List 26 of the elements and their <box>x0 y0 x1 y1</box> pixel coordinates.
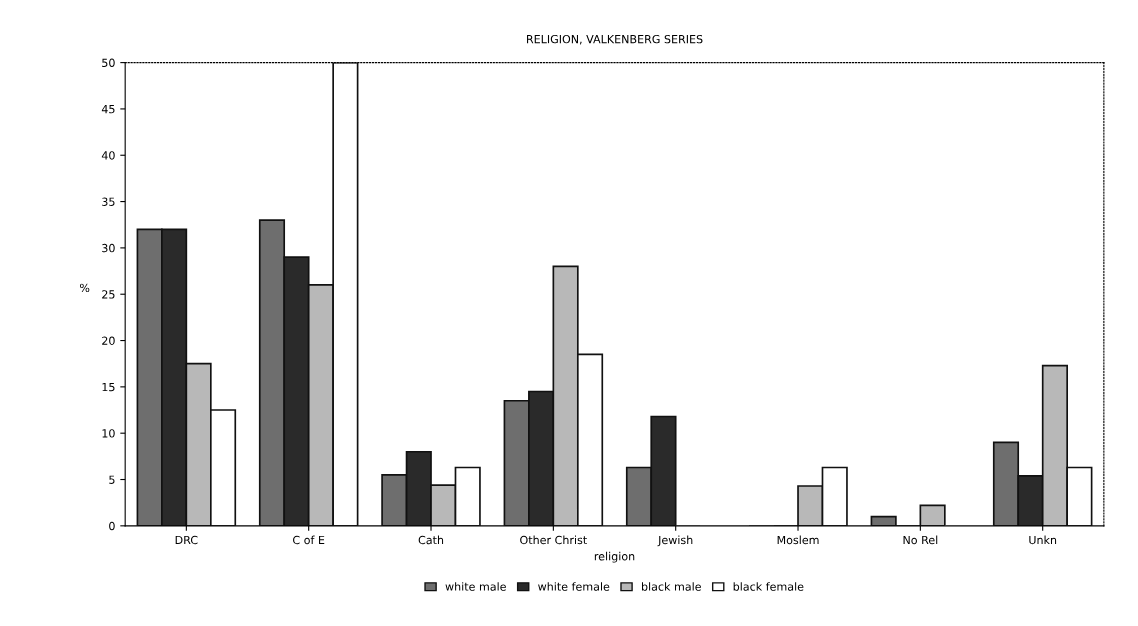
legend-label: black female <box>733 582 804 591</box>
y-axis-title: % <box>79 283 90 293</box>
x-tick-label: Cath <box>418 535 444 545</box>
y-tick-label: 35 <box>102 197 115 206</box>
x-tick-label: C of E <box>293 535 325 545</box>
y-tick-label: 30 <box>102 243 115 253</box>
x-tick-label: Other Christ <box>520 535 587 545</box>
legend-label: white male <box>445 582 506 591</box>
y-tick-label: 0 <box>109 521 115 531</box>
y-tick-label: 40 <box>101 151 115 160</box>
x-tick-label: Unkn <box>1029 535 1057 545</box>
y-tick-label: 20 <box>102 336 115 345</box>
x-tick-label: DRC <box>175 535 198 545</box>
y-tick-label: 15 <box>102 382 115 392</box>
y-tick-label: 5 <box>109 475 115 484</box>
y-tick-label: 25 <box>102 290 115 299</box>
y-tick-label: 45 <box>101 105 115 114</box>
y-tick-label: 50 <box>102 58 115 67</box>
chart-title: RELIGION, VALKENBERG SERIES <box>527 34 703 45</box>
x-tick-label: Jewish <box>657 535 693 547</box>
x-tick-label: No Rel <box>903 535 938 545</box>
legend-label: white female <box>538 582 610 591</box>
x-tick-label: Moslem <box>777 535 819 545</box>
legend-label: black male <box>642 582 701 591</box>
x-axis-title: religion <box>594 551 635 563</box>
y-tick-label: 10 <box>102 429 115 438</box>
